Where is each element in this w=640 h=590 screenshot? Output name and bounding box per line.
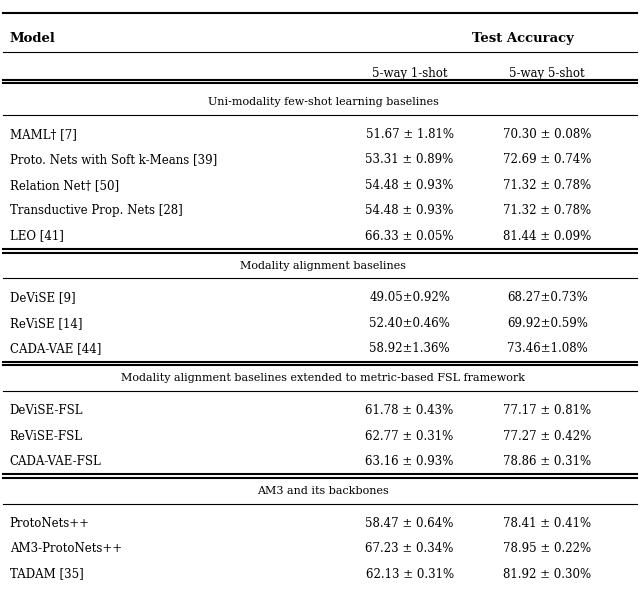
Text: 71.32 ± 0.78%: 71.32 ± 0.78% <box>503 204 591 217</box>
Text: 78.86 ± 0.31%: 78.86 ± 0.31% <box>503 455 591 468</box>
Text: 5-way 1-shot: 5-way 1-shot <box>372 67 447 80</box>
Text: CADA-VAE [44]: CADA-VAE [44] <box>10 342 101 355</box>
Text: TADAM [35]: TADAM [35] <box>10 568 83 581</box>
Text: LEO [41]: LEO [41] <box>10 230 63 242</box>
Text: 52.40±0.46%: 52.40±0.46% <box>369 317 450 330</box>
Text: 71.32 ± 0.78%: 71.32 ± 0.78% <box>503 179 591 192</box>
Text: AM3 and its backbones: AM3 and its backbones <box>257 486 389 496</box>
Text: CADA-VAE-FSL: CADA-VAE-FSL <box>10 455 101 468</box>
Text: Modality alignment baselines: Modality alignment baselines <box>240 261 406 271</box>
Text: MAML† [7]: MAML† [7] <box>10 128 76 141</box>
Text: 49.05±0.92%: 49.05±0.92% <box>369 291 450 304</box>
Text: Model: Model <box>10 32 56 45</box>
Text: 73.46±1.08%: 73.46±1.08% <box>507 342 588 355</box>
Text: 63.16 ± 0.93%: 63.16 ± 0.93% <box>365 455 454 468</box>
Text: AM3-ProtoNets++: AM3-ProtoNets++ <box>10 542 122 555</box>
Text: Test Accuracy: Test Accuracy <box>472 32 574 45</box>
Text: 78.95 ± 0.22%: 78.95 ± 0.22% <box>503 542 591 555</box>
Text: 77.27 ± 0.42%: 77.27 ± 0.42% <box>503 430 591 442</box>
Text: 54.48 ± 0.93%: 54.48 ± 0.93% <box>365 179 454 192</box>
Text: DeViSE-FSL: DeViSE-FSL <box>10 404 83 417</box>
Text: Relation Net† [50]: Relation Net† [50] <box>10 179 119 192</box>
Text: Modality alignment baselines extended to metric-based FSL framework: Modality alignment baselines extended to… <box>121 373 525 384</box>
Text: 61.78 ± 0.43%: 61.78 ± 0.43% <box>365 404 454 417</box>
Text: 78.41 ± 0.41%: 78.41 ± 0.41% <box>503 517 591 530</box>
Text: Proto. Nets with Soft k-Means [39]: Proto. Nets with Soft k-Means [39] <box>10 153 217 166</box>
Text: 68.27±0.73%: 68.27±0.73% <box>507 291 588 304</box>
Text: 69.92±0.59%: 69.92±0.59% <box>507 317 588 330</box>
Text: Uni-modality few-shot learning baselines: Uni-modality few-shot learning baselines <box>208 97 438 107</box>
Text: ProtoNets++: ProtoNets++ <box>10 517 90 530</box>
Text: 72.69 ± 0.74%: 72.69 ± 0.74% <box>503 153 591 166</box>
Text: 62.13 ± 0.31%: 62.13 ± 0.31% <box>365 568 454 581</box>
Text: 77.17 ± 0.81%: 77.17 ± 0.81% <box>503 404 591 417</box>
Text: DeViSE [9]: DeViSE [9] <box>10 291 76 304</box>
Text: 58.47 ± 0.64%: 58.47 ± 0.64% <box>365 517 454 530</box>
Text: 70.30 ± 0.08%: 70.30 ± 0.08% <box>503 128 591 141</box>
Text: ReViSE-FSL: ReViSE-FSL <box>10 430 83 442</box>
Text: 58.92±1.36%: 58.92±1.36% <box>369 342 450 355</box>
Text: 5-way 5-shot: 5-way 5-shot <box>509 67 585 80</box>
Text: ReViSE [14]: ReViSE [14] <box>10 317 82 330</box>
Text: 62.77 ± 0.31%: 62.77 ± 0.31% <box>365 430 454 442</box>
Text: 54.48 ± 0.93%: 54.48 ± 0.93% <box>365 204 454 217</box>
Text: 53.31 ± 0.89%: 53.31 ± 0.89% <box>365 153 454 166</box>
Text: 67.23 ± 0.34%: 67.23 ± 0.34% <box>365 542 454 555</box>
Text: 81.44 ± 0.09%: 81.44 ± 0.09% <box>503 230 591 242</box>
Text: 51.67 ± 1.81%: 51.67 ± 1.81% <box>365 128 454 141</box>
Text: 66.33 ± 0.05%: 66.33 ± 0.05% <box>365 230 454 242</box>
Text: Transductive Prop. Nets [28]: Transductive Prop. Nets [28] <box>10 204 182 217</box>
Text: 81.92 ± 0.30%: 81.92 ± 0.30% <box>503 568 591 581</box>
